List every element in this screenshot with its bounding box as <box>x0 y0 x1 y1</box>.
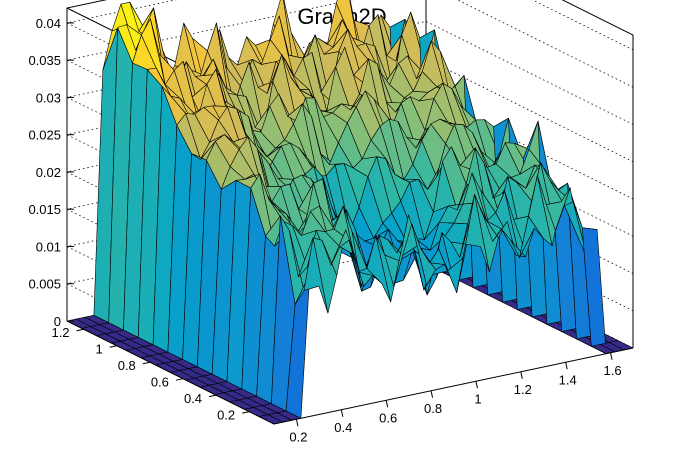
y-tick-label: 1 <box>95 342 102 357</box>
x-tick-label: 1.2 <box>514 382 532 397</box>
z-tick-label: 0.025 <box>28 128 61 143</box>
y-tick-mark <box>142 361 150 365</box>
x-tick-label: 0.6 <box>379 410 397 425</box>
y-tick-label: 1.2 <box>51 325 69 340</box>
y-tick-label: 0.6 <box>151 375 169 390</box>
x-tick-label: 1 <box>474 391 481 406</box>
x-tick-mark <box>430 390 434 398</box>
x-tick-mark <box>520 371 523 379</box>
x-tick-mark <box>475 381 478 389</box>
z-tick-label: 0.01 <box>36 239 61 254</box>
y-tick-mark <box>208 394 217 398</box>
y-tick-label: 0.4 <box>184 391 202 406</box>
z-grid-line-7 <box>65 0 634 164</box>
surface-mesh <box>66 0 634 425</box>
y-tick-mark <box>175 378 184 381</box>
y-tick-mark <box>242 411 250 414</box>
x-tick-label: 0.8 <box>424 401 442 416</box>
y-tick-label: 0.2 <box>217 408 235 423</box>
x-tick-label: 1.4 <box>559 372 577 387</box>
z-tick-label: 0.015 <box>28 202 61 217</box>
z-tick-label: 0.02 <box>36 165 61 180</box>
z-tick-label: 0.03 <box>36 90 61 105</box>
z-tick-label: 0 <box>54 314 61 329</box>
axis-ticks: 0.20.40.60.811.21.41.60.20.40.60.811.200… <box>28 16 621 444</box>
x-tick-label: 1.6 <box>604 363 622 378</box>
z-tick-label: 0.005 <box>28 277 61 292</box>
x-tick-mark <box>565 362 568 370</box>
y-tick-mark <box>109 345 117 348</box>
y-tick-label: 0.8 <box>118 358 136 373</box>
y-tick-mark <box>76 328 84 332</box>
z-tick-label: 0.035 <box>28 53 61 68</box>
x-tick-mark <box>295 419 299 427</box>
z-tick-label: 0.04 <box>36 16 61 31</box>
x-axis-line <box>273 347 634 425</box>
x-tick-mark <box>385 400 389 408</box>
y-axis-line <box>66 320 275 425</box>
x-tick-label: 0.2 <box>289 429 307 444</box>
x-tick-mark <box>340 409 344 417</box>
x-tick-mark <box>610 352 613 360</box>
x-tick-label: 0.4 <box>334 420 352 435</box>
